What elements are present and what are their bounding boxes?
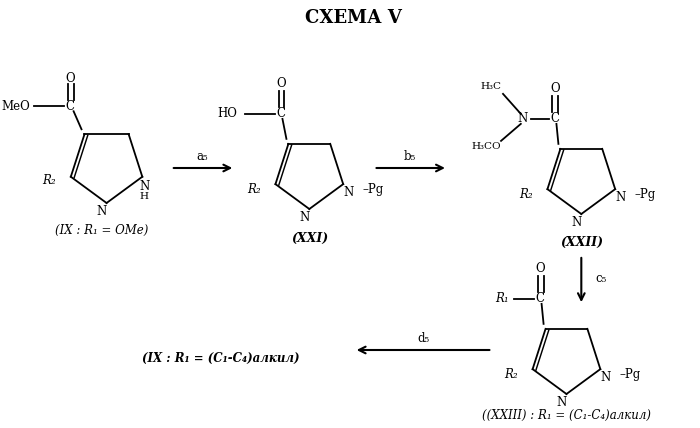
Text: H: H xyxy=(140,192,149,201)
Text: c₅: c₅ xyxy=(596,271,607,285)
Text: (XXI): (XXI) xyxy=(290,232,328,244)
Text: N: N xyxy=(571,216,582,229)
Text: СХЕМА V: СХЕМА V xyxy=(305,9,402,27)
Text: ((XXIII) : R₁ = (C₁-C₄)алкил): ((XXIII) : R₁ = (C₁-C₄)алкил) xyxy=(482,408,651,422)
Text: H₃CO: H₃CO xyxy=(471,143,501,152)
Text: N: N xyxy=(343,186,354,199)
Text: R₁: R₁ xyxy=(495,292,509,305)
Text: –Pg: –Pg xyxy=(634,187,655,201)
Text: d₅: d₅ xyxy=(417,332,429,345)
Text: N: N xyxy=(139,180,149,193)
Text: R₂: R₂ xyxy=(42,174,56,187)
Text: a₅: a₅ xyxy=(197,151,209,163)
Text: C: C xyxy=(276,107,285,120)
Text: O: O xyxy=(551,82,560,95)
Text: H₃C: H₃C xyxy=(481,82,502,91)
Text: N: N xyxy=(615,190,625,204)
Text: C: C xyxy=(550,113,559,125)
Text: O: O xyxy=(66,72,76,85)
Text: N: N xyxy=(300,211,309,223)
Text: N: N xyxy=(97,205,106,217)
Text: C: C xyxy=(535,292,544,305)
Text: N: N xyxy=(600,371,610,383)
Text: N: N xyxy=(556,395,567,408)
Text: –Pg: –Pg xyxy=(362,183,384,196)
Text: –Pg: –Pg xyxy=(620,368,640,380)
Text: b₅: b₅ xyxy=(404,151,416,163)
Text: R₂: R₂ xyxy=(519,187,533,201)
Text: (XXII): (XXII) xyxy=(560,235,603,249)
Text: (IX : R₁ = (C₁-C₄)алкил): (IX : R₁ = (C₁-C₄)алкил) xyxy=(141,351,299,365)
Text: N: N xyxy=(518,113,528,125)
Text: HO: HO xyxy=(217,107,237,120)
Text: O: O xyxy=(276,77,286,90)
Text: R₂: R₂ xyxy=(247,183,260,196)
Text: R₂: R₂ xyxy=(504,368,518,380)
Text: MeO: MeO xyxy=(2,100,31,113)
Text: (IX : R₁ = OMe): (IX : R₁ = OMe) xyxy=(55,223,148,237)
Text: C: C xyxy=(65,100,74,113)
Text: O: O xyxy=(536,262,545,275)
